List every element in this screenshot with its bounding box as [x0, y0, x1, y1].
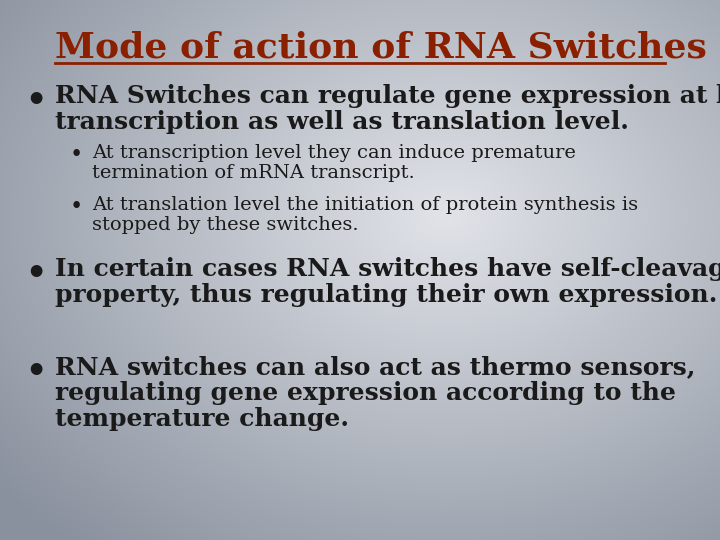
Text: stopped by these switches.: stopped by these switches. [92, 216, 359, 234]
Text: regulating gene expression according to the: regulating gene expression according to … [55, 381, 676, 405]
Text: •: • [25, 84, 46, 117]
Text: In certain cases RNA switches have self-cleavage: In certain cases RNA switches have self-… [55, 257, 720, 281]
Text: •: • [25, 355, 46, 388]
Text: •: • [70, 144, 84, 166]
Text: At transcription level they can induce premature: At transcription level they can induce p… [92, 144, 576, 162]
Text: RNA Switches can regulate gene expression at both: RNA Switches can regulate gene expressio… [55, 84, 720, 108]
Text: termination of mRNA transcript.: termination of mRNA transcript. [92, 164, 415, 182]
Text: transcription as well as translation level.: transcription as well as translation lev… [55, 110, 629, 134]
Text: property, thus regulating their own expression.: property, thus regulating their own expr… [55, 283, 717, 307]
Text: At translation level the initiation of protein synthesis is: At translation level the initiation of p… [92, 196, 638, 214]
Text: temperature change.: temperature change. [55, 407, 349, 431]
Text: Mode of action of RNA Switches: Mode of action of RNA Switches [55, 30, 707, 64]
Text: RNA switches can also act as thermo sensors,: RNA switches can also act as thermo sens… [55, 355, 696, 379]
Text: •: • [25, 257, 46, 290]
Text: •: • [70, 196, 84, 218]
